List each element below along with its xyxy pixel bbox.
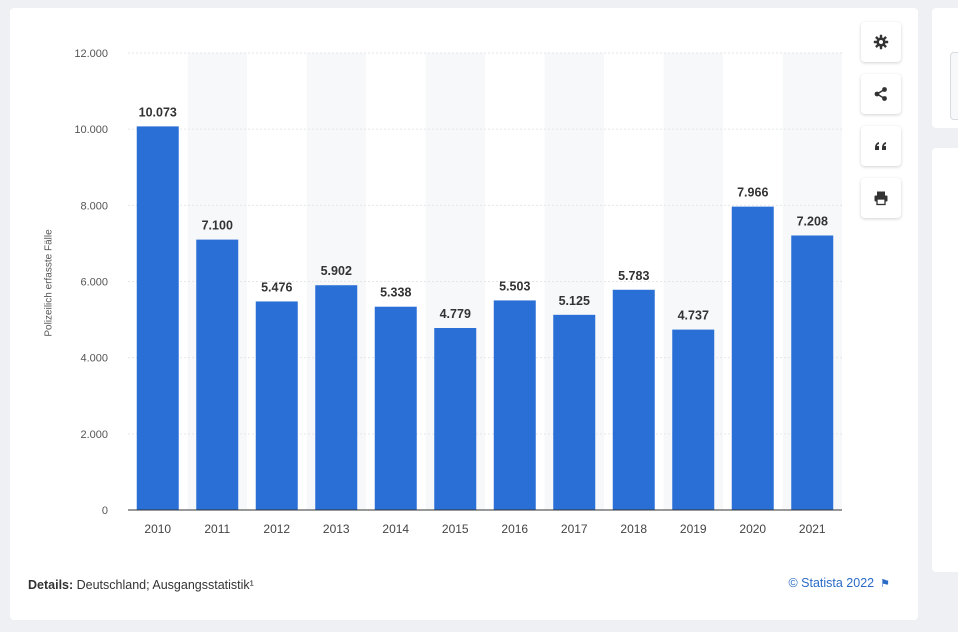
x-tick-label: 2018 [620,522,647,536]
print-button[interactable] [861,178,901,218]
gear-icon [873,34,889,50]
y-tick-label: 2.000 [80,429,108,441]
flag-icon[interactable]: ⚑ [880,578,890,590]
side-panel-box [950,52,958,120]
bar-value-label: 4.737 [678,309,709,323]
bar [136,126,179,510]
bar-value-label: 5.125 [559,294,590,308]
share-button[interactable] [861,74,901,114]
bar [672,329,715,510]
y-tick-label: 6.000 [80,277,108,289]
bar [493,300,536,510]
cite-button[interactable] [861,126,901,166]
x-tick-label: 2010 [144,522,171,536]
x-tick-label: 2012 [263,522,290,536]
print-icon [874,191,888,206]
x-tick-label: 2019 [680,522,707,536]
x-tick-label: 2013 [323,522,350,536]
bar [315,285,358,510]
x-tick-label: 2011 [204,522,230,536]
bar [791,235,834,510]
share-icon [874,87,887,101]
x-tick-label: 2015 [442,522,469,536]
bar [553,314,596,510]
copyright[interactable]: © Statista 2022 ⚑ [788,576,890,590]
y-tick-label: 10.000 [74,124,108,136]
bar-value-label: 5.476 [261,280,292,294]
bar-value-label: 5.338 [380,286,411,300]
bar-value-label: 4.779 [440,307,471,321]
settings-button[interactable] [861,22,901,62]
x-tick-label: 2021 [799,522,826,536]
bar [612,289,655,510]
bar-value-label: 5.902 [321,264,352,278]
bar-value-label: 7.208 [797,214,828,228]
x-tick-label: 2014 [382,522,409,536]
details-note: Details: Deutschland; Ausgangsstatistik¹ [28,578,254,592]
bar [374,306,417,510]
y-axis-label: Polizeilich erfasste Fälle [43,229,55,337]
x-tick-label: 2020 [739,522,766,536]
toolbar [861,22,901,230]
side-panel-lower [932,148,958,572]
bar-value-label: 10.073 [139,105,177,119]
bar-value-label: 7.100 [202,219,233,233]
y-tick-label: 4.000 [80,353,108,365]
bar-value-label: 5.783 [618,269,649,283]
bar-value-label: 7.966 [737,186,768,200]
y-tick-label: 8.000 [80,200,108,212]
bar [731,206,774,510]
details-label: Details: [28,578,74,592]
y-tick-label: 0 [102,505,108,517]
copyright-text[interactable]: © Statista 2022 [788,576,875,590]
bar [255,301,298,510]
x-tick-label: 2016 [501,522,528,536]
y-tick-label: 12.000 [74,48,108,60]
quote-icon [875,142,886,150]
bar [196,239,239,510]
details-text: Deutschland; Ausgangsstatistik¹ [73,578,254,592]
bar [434,327,477,510]
bar-value-label: 5.503 [499,279,530,293]
x-tick-label: 2017 [561,522,588,536]
side-panel [932,8,958,128]
